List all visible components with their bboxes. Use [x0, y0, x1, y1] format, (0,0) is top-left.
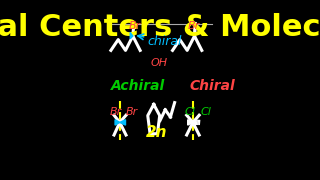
Polygon shape	[130, 32, 133, 39]
Text: Br: Br	[128, 21, 140, 31]
Polygon shape	[115, 120, 120, 125]
Text: Cl: Cl	[184, 107, 195, 117]
Polygon shape	[120, 120, 125, 125]
Text: Br: Br	[126, 107, 138, 117]
Text: OH: OH	[151, 58, 168, 68]
Text: Achiral: Achiral	[111, 79, 165, 93]
Text: Br: Br	[187, 21, 200, 31]
Text: chiral: chiral	[148, 35, 182, 48]
Text: Chiral Centers & Molecules: Chiral Centers & Molecules	[0, 13, 320, 42]
Text: Chiral: Chiral	[189, 79, 235, 93]
Polygon shape	[188, 120, 193, 125]
Text: 2n: 2n	[146, 125, 167, 140]
Text: Cl: Cl	[200, 107, 211, 117]
Text: Br: Br	[110, 107, 122, 117]
